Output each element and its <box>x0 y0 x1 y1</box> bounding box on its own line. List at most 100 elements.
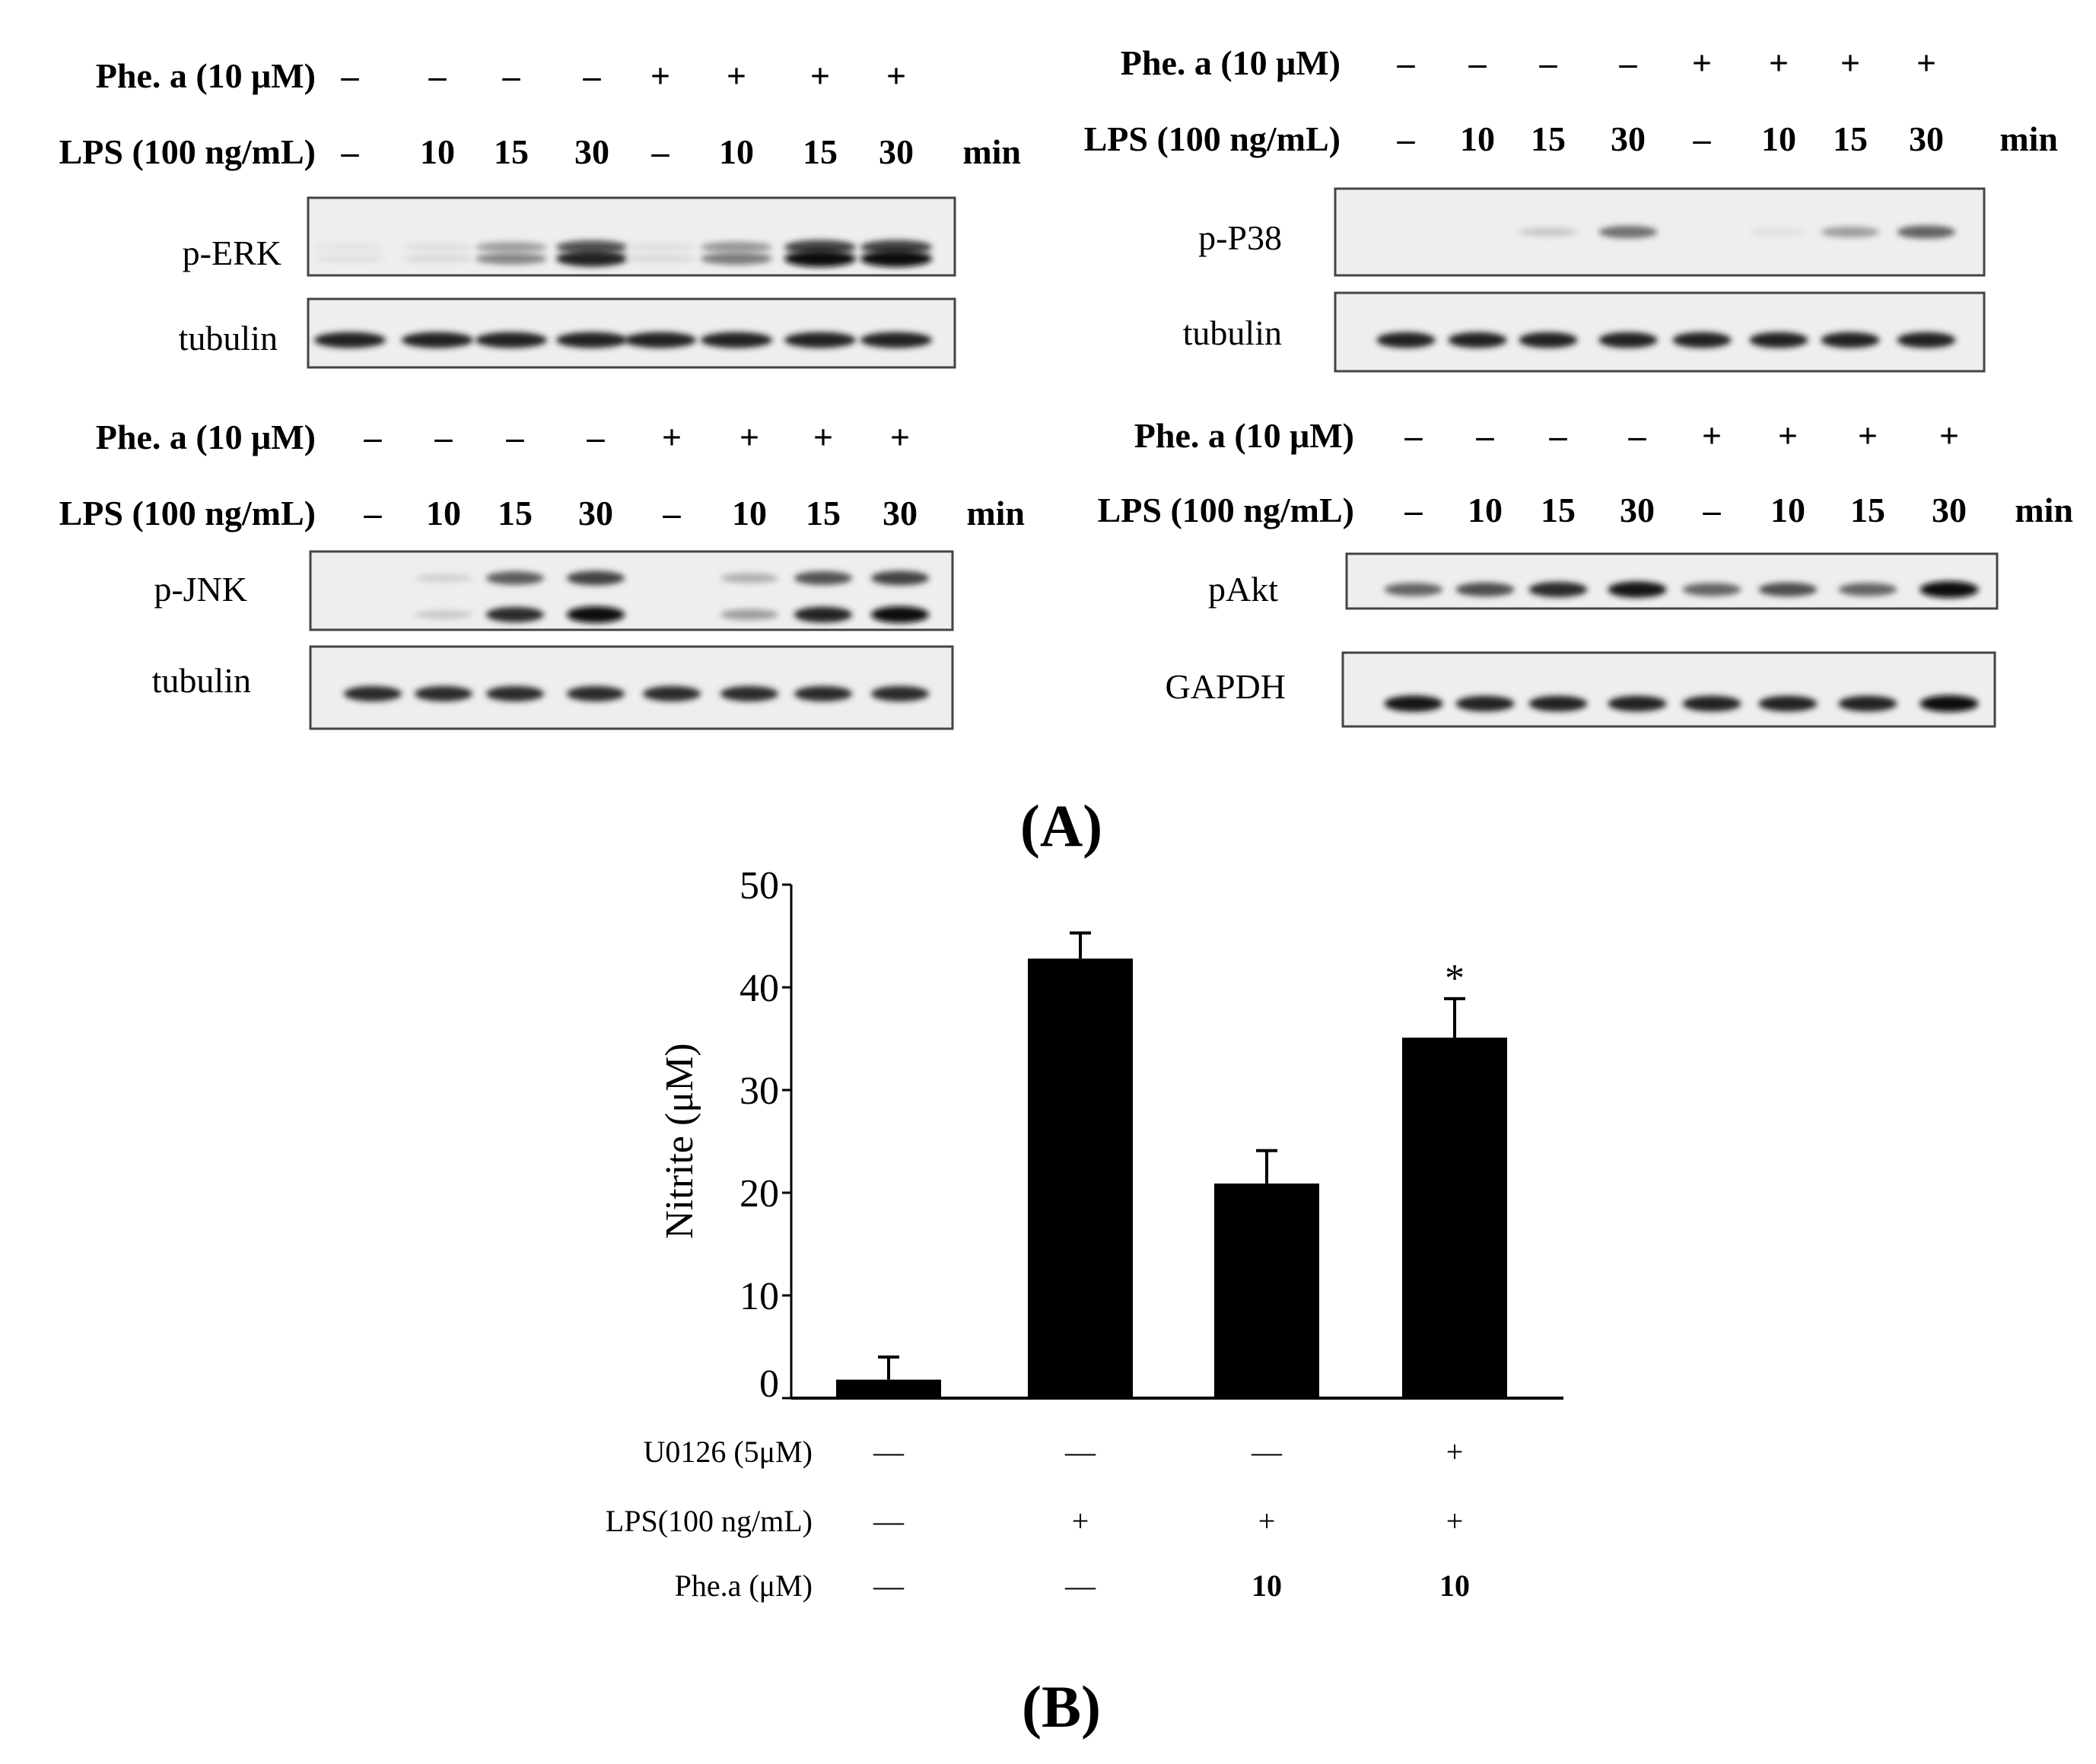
condition-value: — <box>873 1569 905 1603</box>
blot-band <box>401 332 474 348</box>
blot-band <box>485 606 545 623</box>
panel-b-label: (B) <box>1022 1673 1101 1740</box>
blot-band <box>1598 225 1658 239</box>
bar-series <box>836 958 1507 1398</box>
blot-band <box>700 332 773 348</box>
blot-band <box>1919 581 1979 598</box>
phe-mark: + <box>727 56 746 95</box>
lps-time-mark: 30 <box>883 494 918 532</box>
nitrite-bar-chart: 0 10 20 30 40 50 * Nitrite (μM) U0126 (5μM) — —… <box>606 864 1563 1603</box>
y-axis-label: Nitrite (μM) <box>658 1043 701 1239</box>
condition-value: — <box>1064 1569 1096 1603</box>
row-label: GAPDH <box>1166 667 1286 706</box>
phe-mark: – <box>1404 416 1423 455</box>
blot-band <box>700 253 773 265</box>
blot-band <box>475 241 548 253</box>
condition-value: 10 <box>1252 1569 1282 1603</box>
blot-band <box>475 253 548 265</box>
blot-band <box>1919 695 1979 712</box>
blot-band <box>642 685 701 702</box>
blot-membrane <box>309 550 954 631</box>
phe-mark: – <box>428 56 447 95</box>
blot-band <box>566 606 625 623</box>
blot-frame <box>1341 651 1996 728</box>
y-tick-label: 50 <box>739 864 779 907</box>
condition-value: — <box>1064 1435 1096 1469</box>
phe-header-label: Phe. a (10 μM) <box>96 56 316 95</box>
blot-band <box>870 606 930 623</box>
blot-band <box>1897 332 1956 348</box>
condition-value: — <box>873 1504 905 1538</box>
lps-time-mark: 15 <box>1541 491 1576 529</box>
blot-frame <box>309 550 954 631</box>
lps-time-mark: – <box>663 494 682 532</box>
phe-mark: – <box>434 418 453 456</box>
phe-mark: – <box>1628 416 1647 455</box>
phe-mark: – <box>583 56 602 95</box>
bar <box>1028 958 1133 1398</box>
lps-time-mark: 30 <box>1611 119 1646 158</box>
blot-band <box>1821 226 1880 238</box>
blot-band <box>555 250 628 267</box>
condition-value: + <box>1446 1435 1464 1469</box>
blot-band <box>485 571 545 585</box>
unit-label: min <box>966 494 1025 532</box>
blot-band <box>1758 582 1818 597</box>
bar <box>1214 1183 1319 1398</box>
blot-band <box>566 571 625 586</box>
blot-band <box>1384 583 1443 596</box>
phe-mark: – <box>1539 43 1558 82</box>
phe-header-label: Phe. a (10 μM) <box>96 418 316 456</box>
y-tick-label: 10 <box>739 1275 779 1318</box>
significance-marks: * <box>1445 957 1465 1000</box>
blot-band <box>1672 332 1732 348</box>
lps-time-mark: 15 <box>494 132 529 171</box>
blot-membrane <box>307 196 956 277</box>
lps-time-row: – 10 15 30 – 10 15 30 <box>364 494 918 532</box>
phe-mark: + <box>1858 416 1878 455</box>
blot-band <box>313 332 386 348</box>
phe-mark: + <box>813 418 833 456</box>
panel-a-label: (A) <box>1020 793 1102 859</box>
lps-time-mark: – <box>341 132 360 171</box>
blot-band <box>1682 583 1741 596</box>
blot-band <box>1682 695 1741 712</box>
lps-time-mark: – <box>1397 119 1416 158</box>
lps-time-mark: 15 <box>803 132 838 171</box>
phe-mark: + <box>1916 43 1936 82</box>
lps-time-mark: 15 <box>1833 119 1868 158</box>
phe-mark: – <box>1619 43 1638 82</box>
phe-mark: – <box>1468 43 1487 82</box>
blot-band <box>401 243 474 252</box>
phe-mark: – <box>341 56 360 95</box>
blot-panel-jnk: Phe. a (10 μM) LPS (100 ng/mL) min – – – – +… <box>59 418 1025 730</box>
blot-frame <box>1345 552 1999 610</box>
lps-time-mark: 10 <box>732 494 767 532</box>
phe-mark: – <box>364 418 383 456</box>
blot-band <box>313 243 386 252</box>
blot-band <box>555 240 628 255</box>
condition-label: LPS(100 ng/mL) <box>606 1504 813 1538</box>
lps-time-row: – 10 15 30 – 10 15 30 <box>341 132 914 171</box>
condition-value: 10 <box>1439 1569 1470 1603</box>
blot-band <box>414 685 473 702</box>
lps-time-mark: 30 <box>578 494 613 532</box>
lps-time-mark: – <box>1404 491 1423 529</box>
lps-time-mark: 10 <box>1770 491 1805 529</box>
blot-band <box>860 332 933 348</box>
phe-mark: + <box>1939 416 1959 455</box>
lps-time-mark: – <box>364 494 383 532</box>
blot-band <box>860 250 933 267</box>
lps-time-mark: 15 <box>1850 491 1885 529</box>
blot-band <box>414 574 473 583</box>
condition-value: + <box>1072 1504 1089 1538</box>
unit-label: min <box>2015 491 2073 529</box>
unit-label: min <box>1999 119 2058 158</box>
condition-value: — <box>873 1435 905 1469</box>
blot-band <box>624 254 697 263</box>
blot-band <box>343 685 402 702</box>
blot-band <box>624 243 697 252</box>
row-label: tubulin <box>1183 313 1282 352</box>
lps-time-mark: – <box>651 132 670 171</box>
blot-band <box>1897 225 1956 239</box>
